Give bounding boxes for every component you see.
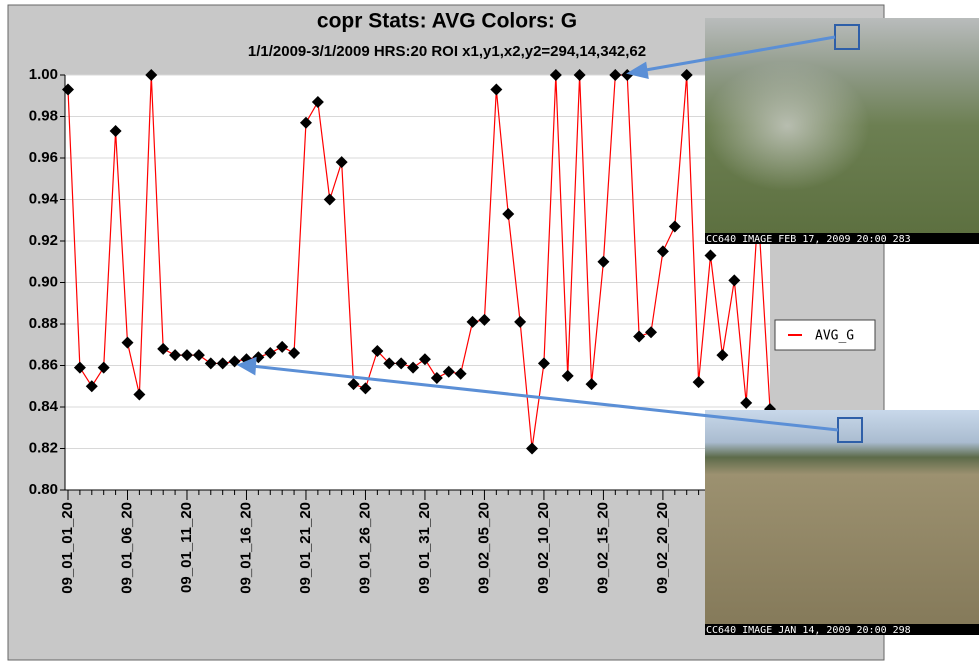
y-tick-label: 0.82	[29, 439, 58, 456]
x-tick-label: 09_01_31_20	[416, 502, 433, 594]
x-tick-label: 09_02_15_20	[594, 502, 611, 594]
y-tick-label: 0.96	[29, 149, 58, 166]
photo	[705, 410, 979, 635]
x-tick-label: 09_01_11_20	[178, 502, 195, 593]
y-tick-label: 0.90	[29, 273, 58, 290]
x-tick-label: 09_01_16_20	[237, 502, 254, 594]
y-tick-label: 1.00	[29, 66, 58, 83]
y-tick-label: 0.94	[29, 190, 59, 207]
chart-subtitle: 1/1/2009-3/1/2009 HRS:20 ROI x1,y1,x2,y2…	[248, 43, 646, 60]
chart-title: copr Stats: AVG Colors: G	[317, 10, 577, 33]
x-tick-label: 09_02_20_20	[654, 502, 671, 594]
y-tick-label: 0.86	[29, 356, 58, 373]
x-tick-label: 09_01_01_20	[59, 502, 76, 594]
y-tick-label: 0.92	[29, 232, 58, 249]
photo-caption: CC640 IMAGE JAN 14, 2009 20:00 298	[706, 625, 911, 636]
x-tick-label: 09_01_06_20	[118, 502, 135, 594]
photo-caption: CC640 IMAGE FEB 17, 2009 20:00 283	[706, 234, 911, 245]
y-tick-label: 0.84	[29, 398, 59, 415]
x-tick-label: 09_02_10_20	[535, 502, 552, 594]
x-tick-label: 09_01_21_20	[297, 502, 314, 594]
x-tick-label: 09_02_05_20	[475, 502, 492, 594]
y-tick-label: 0.98	[29, 107, 58, 124]
legend-label: AVG_G	[815, 329, 854, 344]
x-tick-label: 09_01_26_20	[356, 502, 373, 594]
chart: copr Stats: AVG Colors: G 1/1/2009-3/1/2…	[0, 0, 979, 661]
y-tick-label: 0.88	[29, 315, 58, 332]
y-tick-label: 0.80	[29, 481, 58, 498]
